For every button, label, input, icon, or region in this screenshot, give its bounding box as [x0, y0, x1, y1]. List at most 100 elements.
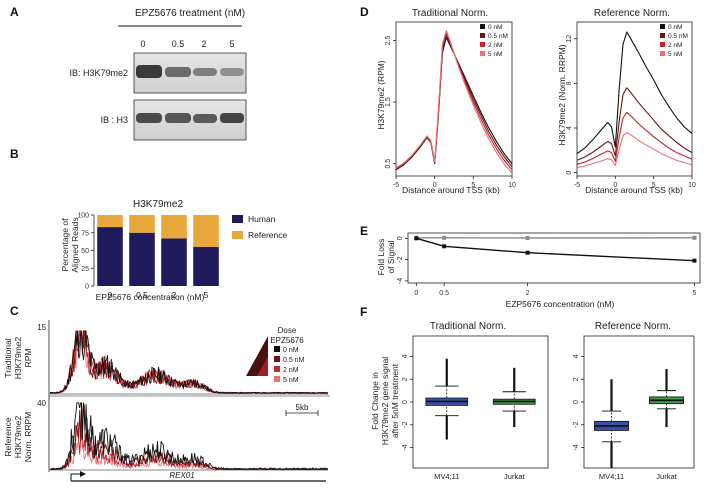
legend-swatch [660, 33, 665, 38]
series-point [692, 235, 697, 240]
genome-tracks [49, 330, 329, 471]
bar-reference [193, 215, 219, 247]
panel-label-a: A [10, 5, 19, 19]
series-point [414, 236, 419, 241]
legend-label: 0.5 nM [283, 357, 305, 364]
legend-swatch [660, 51, 665, 56]
chart-e-ylabel: Fold Loss [376, 239, 386, 276]
track-bottom-label: H3K79me2 [13, 415, 23, 458]
panel-f: F Traditional Norm. Reference Norm. Fold… [360, 305, 695, 481]
series-point [525, 236, 530, 240]
legend-swatch [480, 33, 485, 38]
legend-human: Human [248, 214, 276, 224]
y-tick-label: 0 [566, 171, 573, 175]
series-point [442, 244, 447, 249]
scale-bar-label: 5kb [296, 403, 309, 412]
chart-d-right-plot: -5 0 5 10 0 4 8 12 0 nM 0.5 nM 2 nM 5 nM [566, 21, 696, 189]
y-tick-label: -4 [402, 444, 409, 450]
chart-f-ylabel: H3K79me2 gene signal [380, 357, 390, 445]
x-tick-label: 0 [433, 182, 437, 189]
y-tick-label: 2 [573, 377, 580, 381]
chart-b-ylabel: Aligned Reads [70, 217, 80, 272]
y-tick-label: 4 [566, 126, 573, 130]
y-tick-label: 1.5 [385, 97, 392, 107]
series-line [395, 30, 513, 174]
legend-label: 0.5 nM [488, 33, 508, 40]
tss-arrow [70, 473, 80, 481]
bar-reference [129, 215, 155, 233]
group-label: Jurkat [656, 472, 677, 481]
panel-label-b: B [10, 147, 19, 161]
track-signal [49, 330, 329, 394]
series-line [576, 111, 693, 165]
group-label: MV4;11 [434, 472, 459, 481]
series-line [576, 31, 693, 155]
legend-label: 0.5 nM [668, 33, 688, 40]
chart-d-right-ylabel: H3K79me2 (Norm. RRPM) [557, 44, 567, 145]
chart-d-right-title: Reference Norm. [594, 8, 670, 19]
y-tick-label: 100 [77, 213, 89, 220]
chart-f-right-title: Reference Norm. [595, 321, 671, 332]
x-tick-label: 10 [508, 182, 516, 189]
legend-swatch-human [232, 215, 243, 223]
blot-band [165, 67, 191, 77]
x-tick-label: 0 [108, 290, 113, 300]
chart-d-right-xlabel: Distance around TSS (kb) [585, 185, 683, 195]
series-line [416, 237, 695, 262]
y-tick-label: -2 [402, 422, 409, 428]
y-tick-label: 50 [81, 248, 89, 255]
x-tick-label: -5 [393, 182, 399, 189]
legend-reference: Reference [248, 230, 287, 240]
panel-d: D Traditional Norm. Reference Norm. H3K7… [360, 5, 696, 195]
series-point [442, 235, 447, 240]
chart-d-left-xlabel: Distance around TSS (kb) [402, 185, 500, 195]
legend-c-title: Dose [278, 326, 297, 335]
legend-c-title: EPZ5676 [270, 336, 304, 345]
chart-f-left-title: Traditional Norm. [430, 321, 506, 332]
panel-label-f: F [360, 305, 367, 319]
y-tick-label: 25 [81, 266, 89, 273]
tss-arrow-head [80, 471, 86, 477]
chart-b-xlabel: EPZ5676 concentration (nM) [96, 292, 205, 302]
track-top-label: RPM [23, 349, 33, 368]
y-tick-label: -4 [397, 278, 404, 284]
track-bottom-ymax: 40 [37, 399, 46, 408]
y-tick-label: 0 [573, 400, 580, 404]
x-tick-label: 2 [172, 290, 177, 300]
series-point [525, 250, 530, 255]
chart-e-ylabel: of Signal [386, 240, 396, 273]
bar-reference [161, 215, 187, 239]
chart-b-ylabel: Percentage of [60, 218, 70, 272]
gene-name: REX01 [169, 471, 194, 480]
legend-label: 5 nM [488, 51, 502, 58]
bar-human [129, 232, 155, 286]
track-top-label: H3K79me2 [13, 336, 23, 379]
x-tick-label: 0.5 [439, 290, 449, 297]
track-top-label: Traditional [3, 338, 13, 377]
panel-a: A EPZ5676 treatment (nM) 0 0.5 2 5 IB: H… [10, 5, 247, 141]
chart-f-ylabel: Fold Change in [370, 372, 380, 430]
legend-swatch [480, 51, 485, 56]
legend-label: 5 nM [283, 377, 299, 384]
blot2-label: IB : H3 [100, 115, 128, 125]
y-tick-label: -4 [573, 444, 580, 450]
dose-label: 0.5 [172, 39, 185, 49]
panel-e: E Fold Loss of Signal EZP5676 concentrat… [360, 224, 701, 309]
plot-frame [576, 21, 693, 177]
x-tick-label: 5 [471, 182, 475, 189]
y-tick-label: -2 [573, 422, 580, 428]
blot-band [136, 113, 162, 123]
x-tick-label: 5 [692, 290, 696, 297]
y-tick-label: 0.5 [385, 159, 392, 169]
chart-d-left-plot: -5 0 5 10 0.5 1.5 2.5 0 nM 0.5 nM 2 nM 5 nM [385, 21, 516, 189]
bar-reference [97, 215, 123, 228]
legend-swatch [274, 376, 280, 382]
panel-label-d: D [360, 5, 369, 19]
legend-c: 0 nM 0.5 nM 2 nM 5 nM [274, 346, 305, 384]
group-label: MV4;11 [599, 472, 624, 481]
legend-swatch [274, 346, 280, 352]
chart-b-title: H3K79me2 [133, 199, 183, 210]
y-tick-label: 75 [81, 230, 89, 237]
legend-swatch [274, 366, 280, 372]
